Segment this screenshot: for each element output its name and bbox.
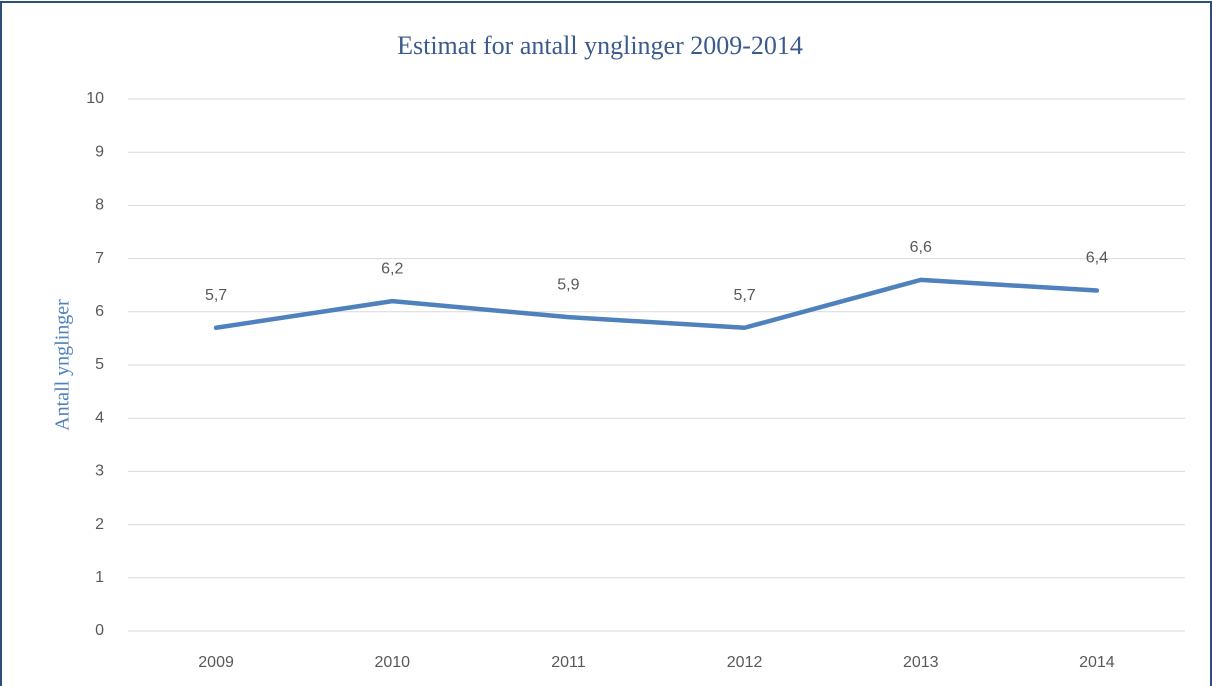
- y-tick-label: 2: [95, 516, 104, 533]
- y-tick-label: 8: [95, 197, 104, 214]
- data-label: 6,4: [1086, 250, 1108, 267]
- y-tick-label: 0: [95, 622, 104, 639]
- x-tick-label: 2010: [374, 654, 410, 671]
- data-label: 6,2: [381, 260, 403, 277]
- y-tick-label: 9: [95, 143, 104, 160]
- data-label: 6,6: [910, 239, 932, 256]
- y-tick-label: 5: [95, 356, 104, 373]
- y-tick-label: 7: [95, 250, 104, 267]
- data-label: 5,7: [205, 287, 227, 304]
- y-tick-label: 6: [95, 303, 104, 320]
- y-axis-label: Antall ynglinger: [52, 299, 74, 431]
- x-tick-label: 2011: [551, 654, 586, 671]
- y-tick-label: 4: [95, 409, 104, 426]
- data-label: 5,7: [733, 287, 755, 304]
- y-tick-label: 3: [95, 463, 104, 480]
- y-tick-label: 10: [86, 90, 104, 107]
- x-tick-label: 2012: [727, 654, 763, 671]
- line-series: [213, 277, 1100, 331]
- y-tick-label: 1: [95, 569, 104, 586]
- data-label: 5,9: [557, 276, 579, 293]
- x-tick-label: 2014: [1079, 654, 1115, 671]
- x-tick-label: 2009: [198, 654, 234, 671]
- x-tick-label: 2013: [903, 654, 939, 671]
- chart-title: Estimat for antall ynglinger 2009-2014: [397, 31, 803, 60]
